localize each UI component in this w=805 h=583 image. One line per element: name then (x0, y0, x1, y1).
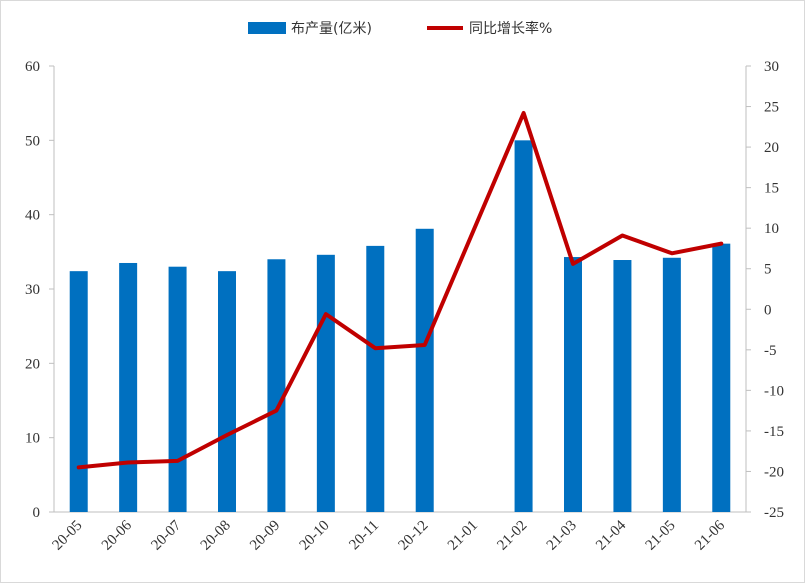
bar-20-12 (415, 228, 434, 513)
x-tick-label: 21-04 (593, 517, 629, 553)
bar-20-10 (316, 254, 335, 512)
bar-21-03 (564, 257, 582, 512)
x-tick-label: 21-06 (692, 517, 728, 553)
axes: 0 10 20 30 40 50 60 -25 -20 -15 -10 -5 0 5 10 15 20 25 30 (25, 59, 784, 521)
bar-20-06 (119, 262, 138, 512)
bar-21-02 (514, 140, 533, 513)
left-tick-label: 10 (25, 431, 40, 447)
bar-20-05 (69, 271, 88, 512)
bar-20-09 (267, 259, 286, 512)
right-tick-label: -25 (764, 505, 784, 521)
x-tick-label: 20-05 (49, 518, 85, 554)
right-tick-label: 0 (764, 302, 772, 318)
right-tick-label: 25 (764, 100, 779, 116)
x-tick-label: 20-07 (148, 517, 184, 553)
right-tick-label: -5 (764, 343, 777, 359)
bar-20-07 (168, 266, 187, 512)
right-tick-label: -20 (764, 464, 784, 480)
x-tick-label: 20-08 (198, 518, 234, 554)
bar-20-08 (218, 271, 236, 512)
x-tick-label: 21-02 (494, 518, 530, 554)
bar-21-06 (712, 243, 731, 512)
right-tick-label: 15 (764, 181, 779, 197)
bar-series (69, 140, 731, 513)
left-tick-label: 30 (25, 282, 40, 298)
left-tick-label: 0 (33, 505, 41, 521)
right-tick-label: -15 (764, 424, 784, 440)
left-tick-label: 60 (25, 59, 40, 75)
left-tick-label: 50 (25, 133, 40, 149)
x-tick-label: 21-01 (445, 518, 481, 554)
x-tick-label: 20-11 (346, 518, 382, 554)
legend-label-line: 同比增长率% (469, 20, 552, 37)
bar-21-04 (613, 260, 632, 512)
left-tick-label: 40 (25, 208, 40, 224)
x-tick-label: 20-06 (99, 517, 135, 553)
right-tick-label: -10 (764, 383, 784, 399)
legend-swatch-bar (248, 22, 286, 34)
right-tick-label: 10 (764, 221, 779, 237)
x-tick-label: 20-12 (395, 518, 431, 554)
x-axis-labels: 20-05 20-06 20-07 20-08 20-09 20-10 20-11 20-12… (49, 517, 728, 553)
x-tick-label: 21-03 (544, 518, 580, 554)
left-tick-label: 20 (25, 356, 40, 372)
x-tick-label: 21-05 (643, 518, 679, 554)
x-tick-label: 20-09 (247, 518, 283, 554)
right-tick-label: 20 (764, 140, 779, 156)
bar-20-11 (366, 245, 385, 513)
right-tick-label: 30 (764, 59, 779, 75)
legend-label-bar: 布产量(亿米) (291, 21, 372, 37)
legend: 布产量(亿米) 同比增长率% (248, 20, 552, 37)
right-tick-label: 5 (764, 262, 772, 278)
line-series (76, 111, 724, 470)
bar-21-05 (662, 257, 681, 512)
x-tick-label: 20-10 (297, 518, 333, 554)
